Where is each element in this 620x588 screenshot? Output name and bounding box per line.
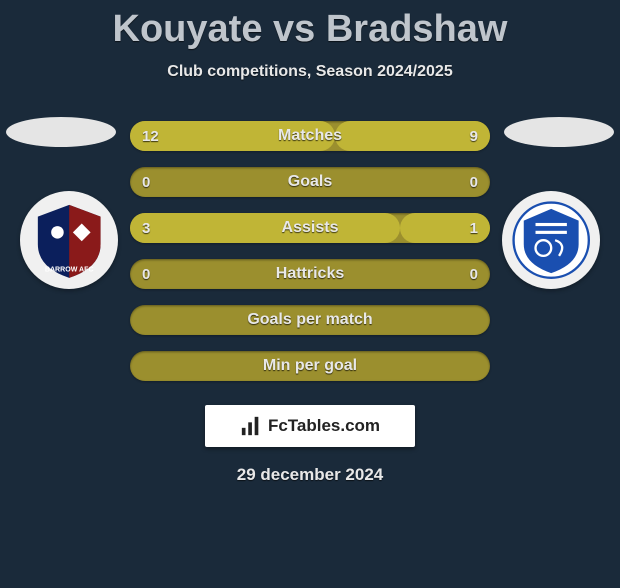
stat-label: Goals	[288, 173, 332, 191]
stat-bar-min-per-goal: Min per goal	[130, 351, 490, 381]
club-crest-left: BARROW AFC	[20, 191, 118, 289]
stat-value-right: 0	[470, 266, 478, 283]
stat-fill-right	[335, 121, 490, 151]
stat-bars: 12 Matches 9 0 Goals 0 3 Assists 1 0 Hat…	[130, 121, 490, 381]
brand-text: FcTables.com	[268, 416, 380, 436]
stat-bar-matches: 12 Matches 9	[130, 121, 490, 151]
shield-icon	[512, 201, 590, 279]
player-marker-right	[504, 117, 614, 147]
stat-value-right: 1	[470, 220, 478, 237]
bar-chart-icon	[240, 415, 262, 437]
stat-label: Goals per match	[247, 311, 372, 329]
stat-label: Hattricks	[276, 265, 344, 283]
stat-value-right: 0	[470, 174, 478, 191]
stat-value-left: 12	[142, 128, 159, 145]
stat-value-left: 3	[142, 220, 150, 237]
stat-value-right: 9	[470, 128, 478, 145]
stat-value-left: 0	[142, 266, 150, 283]
stat-fill-left	[130, 213, 400, 243]
comparison-panel: BARROW AFC 12 Matches 9 0 Goals 0	[0, 121, 620, 485]
page-title: Kouyate vs Bradshaw	[0, 8, 620, 51]
stat-bar-hattricks: 0 Hattricks 0	[130, 259, 490, 289]
snapshot-date: 29 december 2024	[0, 465, 620, 485]
stat-label: Min per goal	[263, 357, 357, 375]
stat-label: Matches	[278, 127, 342, 145]
stat-bar-goals-per-match: Goals per match	[130, 305, 490, 335]
shield-icon: BARROW AFC	[30, 201, 108, 279]
stat-value-left: 0	[142, 174, 150, 191]
club-crest-right	[502, 191, 600, 289]
svg-text:BARROW AFC: BARROW AFC	[45, 266, 94, 273]
stat-label: Assists	[282, 219, 339, 237]
stat-bar-assists: 3 Assists 1	[130, 213, 490, 243]
brand-badge: FcTables.com	[205, 405, 415, 447]
stat-bar-goals: 0 Goals 0	[130, 167, 490, 197]
player-marker-left	[6, 117, 116, 147]
season-subtitle: Club competitions, Season 2024/2025	[0, 63, 620, 81]
